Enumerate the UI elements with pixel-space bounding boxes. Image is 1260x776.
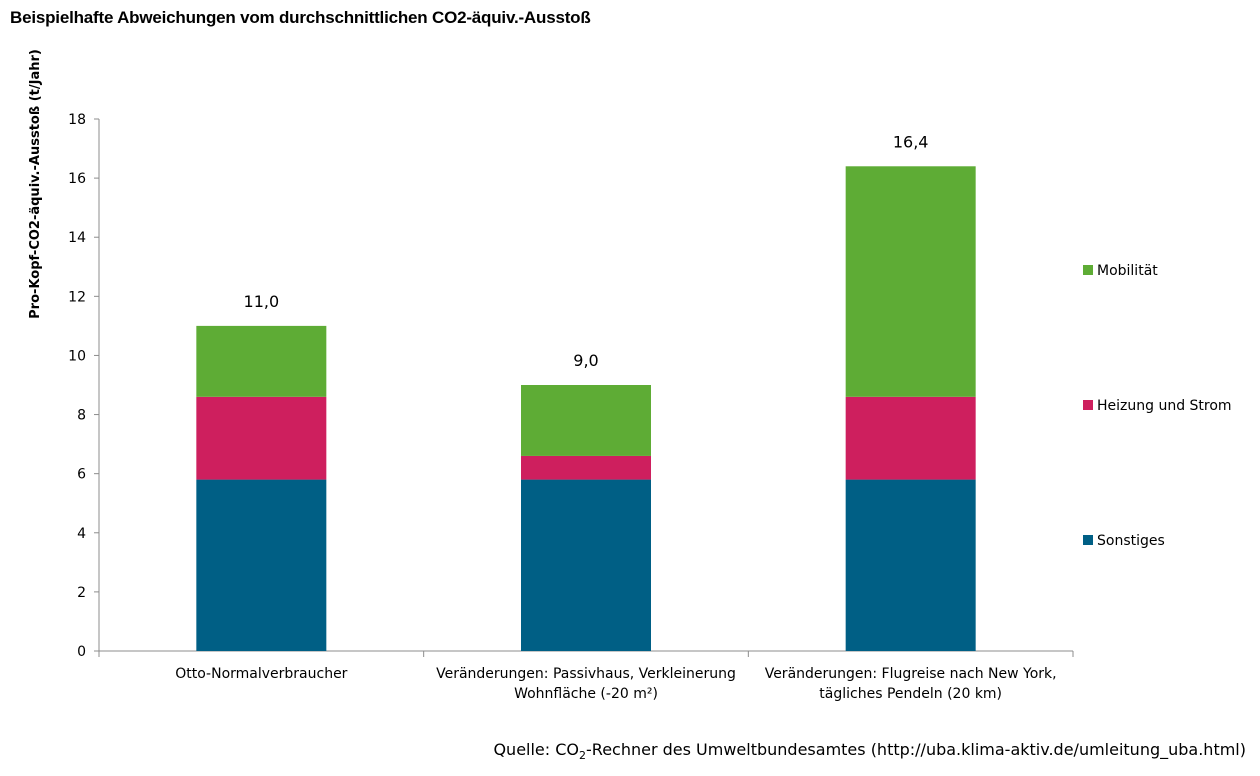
legend: Mobilität Heizung und Strom Sonstiges — [1083, 263, 1232, 549]
total-label: 16,4 — [893, 132, 929, 151]
y-tick-label: 8 — [77, 408, 86, 424]
bar-segment-heizung-und-strom — [845, 396, 976, 480]
y-tick-label: 12 — [68, 289, 86, 305]
labels: 11,0 Otto-Normalverbraucher 9,0 Veränderung… — [175, 132, 1056, 702]
legend-swatch — [1083, 535, 1093, 545]
y-axis-title: Pro-Kopf-CO2-äquiv.-Ausstoß (t/Jahr) — [28, 49, 43, 319]
y-tick-label: 14 — [68, 230, 86, 246]
legend-label: Mobilität — [1097, 263, 1158, 279]
bar-segment-sonstiges — [845, 479, 976, 651]
source-subscript: 2 — [579, 749, 587, 763]
y-tick-label: 10 — [68, 348, 86, 364]
category-label: Veränderungen: Passivhaus, Verkleinerung — [436, 666, 736, 682]
bar-segment-sonstiges — [521, 479, 651, 651]
bar-segment-mobilit-t — [196, 325, 327, 397]
category-label: Veränderungen: Flugreise nach New York, — [765, 666, 1057, 682]
category-label: tägliches Pendeln (20 km) — [819, 686, 1002, 702]
legend-label: Heizung und Strom — [1097, 398, 1232, 414]
legend-swatch — [1083, 400, 1093, 410]
source-suffix: -Rechner des Umweltbundesamtes (http://u… — [586, 740, 1246, 759]
y-tick-label: 6 — [77, 467, 86, 483]
bar-segment-mobilit-t — [845, 166, 976, 397]
y-tick-label: 0 — [77, 644, 86, 660]
legend-swatch — [1083, 265, 1093, 275]
total-label: 9,0 — [573, 351, 598, 370]
total-label: 11,0 — [244, 292, 280, 311]
bar-segment-heizung-und-strom — [196, 396, 327, 480]
source-note: Quelle: CO2-Rechner des Umweltbundesamte… — [493, 740, 1246, 762]
category-label: Otto-Normalverbraucher — [175, 666, 347, 682]
source-prefix: Quelle: CO — [493, 740, 580, 759]
legend-label: Sonstiges — [1097, 533, 1165, 549]
y-tick-label: 4 — [77, 526, 86, 542]
bar-segment-sonstiges — [196, 479, 327, 651]
y-tick-label: 2 — [77, 585, 86, 601]
bar-segment-heizung-und-strom — [521, 455, 651, 480]
bar-segment-mobilit-t — [521, 385, 651, 456]
chart-title: Beispielhafte Abweichungen vom durchschn… — [10, 8, 591, 27]
bars — [196, 166, 976, 651]
category-label: Wohnfläche (-20 m²) — [514, 686, 658, 702]
y-tick-label: 16 — [68, 171, 86, 187]
y-tick-label: 18 — [68, 112, 86, 128]
